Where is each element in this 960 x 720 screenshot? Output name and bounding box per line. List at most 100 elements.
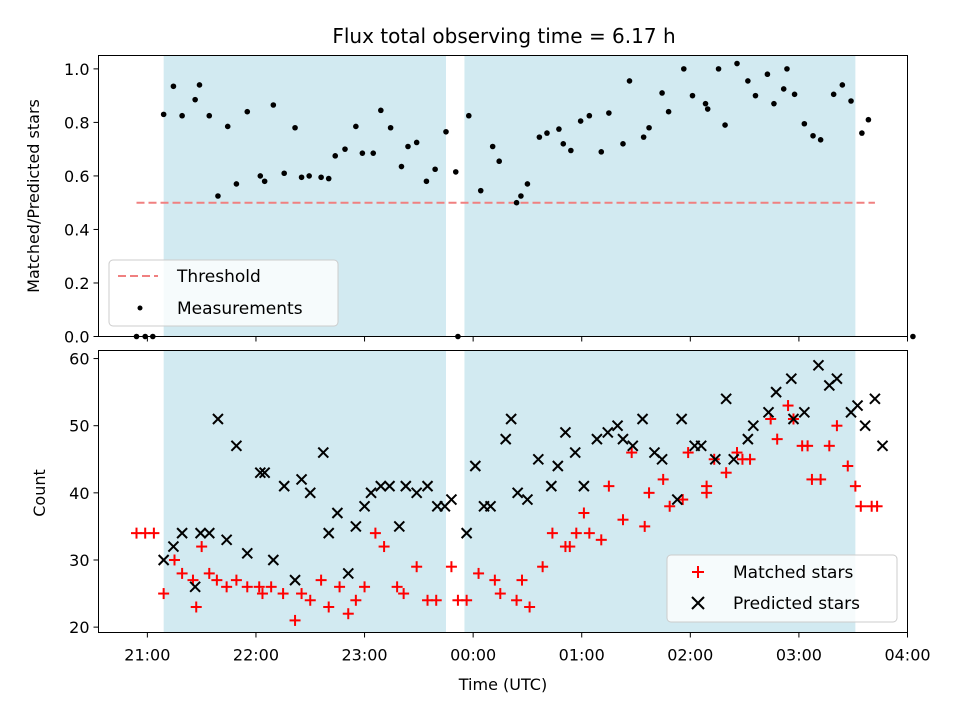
predicted-star-point xyxy=(505,413,517,425)
matched-star-point xyxy=(369,527,381,539)
measurement-point xyxy=(764,71,771,78)
top-panel: 0.0 0.2 0.4 0.6 0.8 1.0 Matched/Predicted sta… xyxy=(24,55,916,347)
measurement-point xyxy=(179,112,185,119)
matched-star-point xyxy=(398,588,410,600)
measurement-point xyxy=(332,153,339,159)
measurement-point xyxy=(586,112,593,119)
y-tick-label: 0.2 xyxy=(64,274,89,293)
measurement-point xyxy=(640,134,647,140)
matched-star-point xyxy=(782,400,794,412)
predicted-star-point xyxy=(421,480,434,492)
measurement-point xyxy=(413,139,420,146)
predicted-star-point xyxy=(812,359,825,371)
measurement-point xyxy=(598,149,605,155)
measurement-point xyxy=(353,123,359,130)
predicted-star-point xyxy=(636,413,649,425)
measurement-point xyxy=(752,92,759,99)
measurement-point xyxy=(689,92,696,99)
measurements-legend-swatch xyxy=(137,305,143,311)
predicted-star-point xyxy=(559,426,572,439)
predicted-star-point xyxy=(460,527,473,539)
observing-window-band xyxy=(464,55,856,337)
measurement-point xyxy=(359,150,366,156)
measurement-point xyxy=(292,124,298,131)
matched-star-point xyxy=(744,453,756,465)
predicted-star-point xyxy=(375,480,387,492)
matched-star-point xyxy=(176,567,188,579)
measurement-point xyxy=(839,82,846,88)
matched-star-point xyxy=(334,581,346,593)
matched-star-point xyxy=(315,574,327,586)
predicted-star-point xyxy=(295,473,308,486)
predicted-star-point xyxy=(511,487,524,499)
measurement-point xyxy=(646,124,652,131)
matched-star-point xyxy=(603,480,615,492)
top-axes-frame xyxy=(98,55,908,337)
predicted-legend-swatch xyxy=(691,596,705,610)
matched-star-point xyxy=(677,494,689,506)
y-tick-label: 1.0 xyxy=(64,60,89,79)
measurement-point xyxy=(423,178,430,185)
measurement-point xyxy=(665,108,672,115)
matched-legend-swatch xyxy=(692,566,704,578)
matched-star-point xyxy=(296,588,308,600)
matched-star-point xyxy=(815,473,827,485)
measurement-point xyxy=(465,112,472,119)
y-tick-label: 50 xyxy=(69,417,89,436)
matched-star-point xyxy=(277,588,289,600)
matched-star-point xyxy=(546,527,558,539)
measurement-point xyxy=(443,128,449,135)
predicted-star-point xyxy=(176,527,188,539)
predicted-star-point xyxy=(317,446,329,459)
matched-star-point xyxy=(253,581,265,593)
predicted-star-point xyxy=(747,419,760,432)
observing-window-band xyxy=(163,350,446,633)
measurement-point xyxy=(342,146,348,152)
matched-star-point xyxy=(643,487,655,499)
bottom-legend: Matched stars Predicted stars xyxy=(666,554,898,623)
y-tick-label: 20 xyxy=(69,618,89,637)
predicted-star-point xyxy=(869,393,881,405)
measurement-point xyxy=(910,333,916,340)
measurement-point xyxy=(801,120,808,127)
top-y-axis: 0.0 0.2 0.4 0.6 0.8 1.0 xyxy=(64,60,99,347)
matched-star-point xyxy=(524,601,536,613)
predicted-star-point xyxy=(602,426,614,439)
y-tick-label: 30 xyxy=(69,551,89,570)
predicted-star-point xyxy=(591,433,603,445)
matched-star-point xyxy=(871,500,883,512)
matched-star-point xyxy=(831,420,843,432)
y-tick-label: 0.8 xyxy=(64,113,89,132)
measurement-point xyxy=(170,83,177,90)
matched-star-point xyxy=(657,473,669,485)
bottom-panel: 20 30 40 50 60 21:00 22:00 23:00 00:00 01:00 02:0… xyxy=(30,350,931,694)
matched-star-point xyxy=(196,541,208,553)
measurement-point xyxy=(261,178,268,185)
matched-star-point xyxy=(855,500,867,512)
measurements-legend-label: Measurements xyxy=(177,299,303,319)
measurement-point xyxy=(192,96,198,103)
matched-star-point xyxy=(564,541,576,553)
measurement-point xyxy=(233,181,240,187)
predicted-star-point xyxy=(552,460,564,472)
predicted-star-point xyxy=(770,386,782,398)
measurement-point xyxy=(859,130,865,136)
measurement-point xyxy=(452,169,459,175)
measurement-point xyxy=(257,173,264,179)
predicted-star-point xyxy=(728,453,740,465)
measurement-point xyxy=(560,141,567,147)
x-tick-label: 21:00 xyxy=(124,646,170,665)
matched-star-point xyxy=(494,588,506,600)
bottom-shaded-regions xyxy=(163,350,856,633)
predicted-star-point xyxy=(203,527,215,539)
predicted-star-point xyxy=(720,393,732,405)
predicted-star-point xyxy=(627,440,639,452)
matched-star-point xyxy=(391,581,403,593)
predicted-star-point xyxy=(545,480,558,492)
measurement-point xyxy=(405,143,411,150)
measurement-point xyxy=(568,147,574,154)
matched-star-point xyxy=(583,527,595,539)
predicted-star-point xyxy=(617,433,629,445)
bottom-x-axis: 21:00 22:00 23:00 00:00 01:00 02:00 03:00 04:00 xyxy=(124,632,931,665)
predicted-star-point xyxy=(342,567,354,580)
